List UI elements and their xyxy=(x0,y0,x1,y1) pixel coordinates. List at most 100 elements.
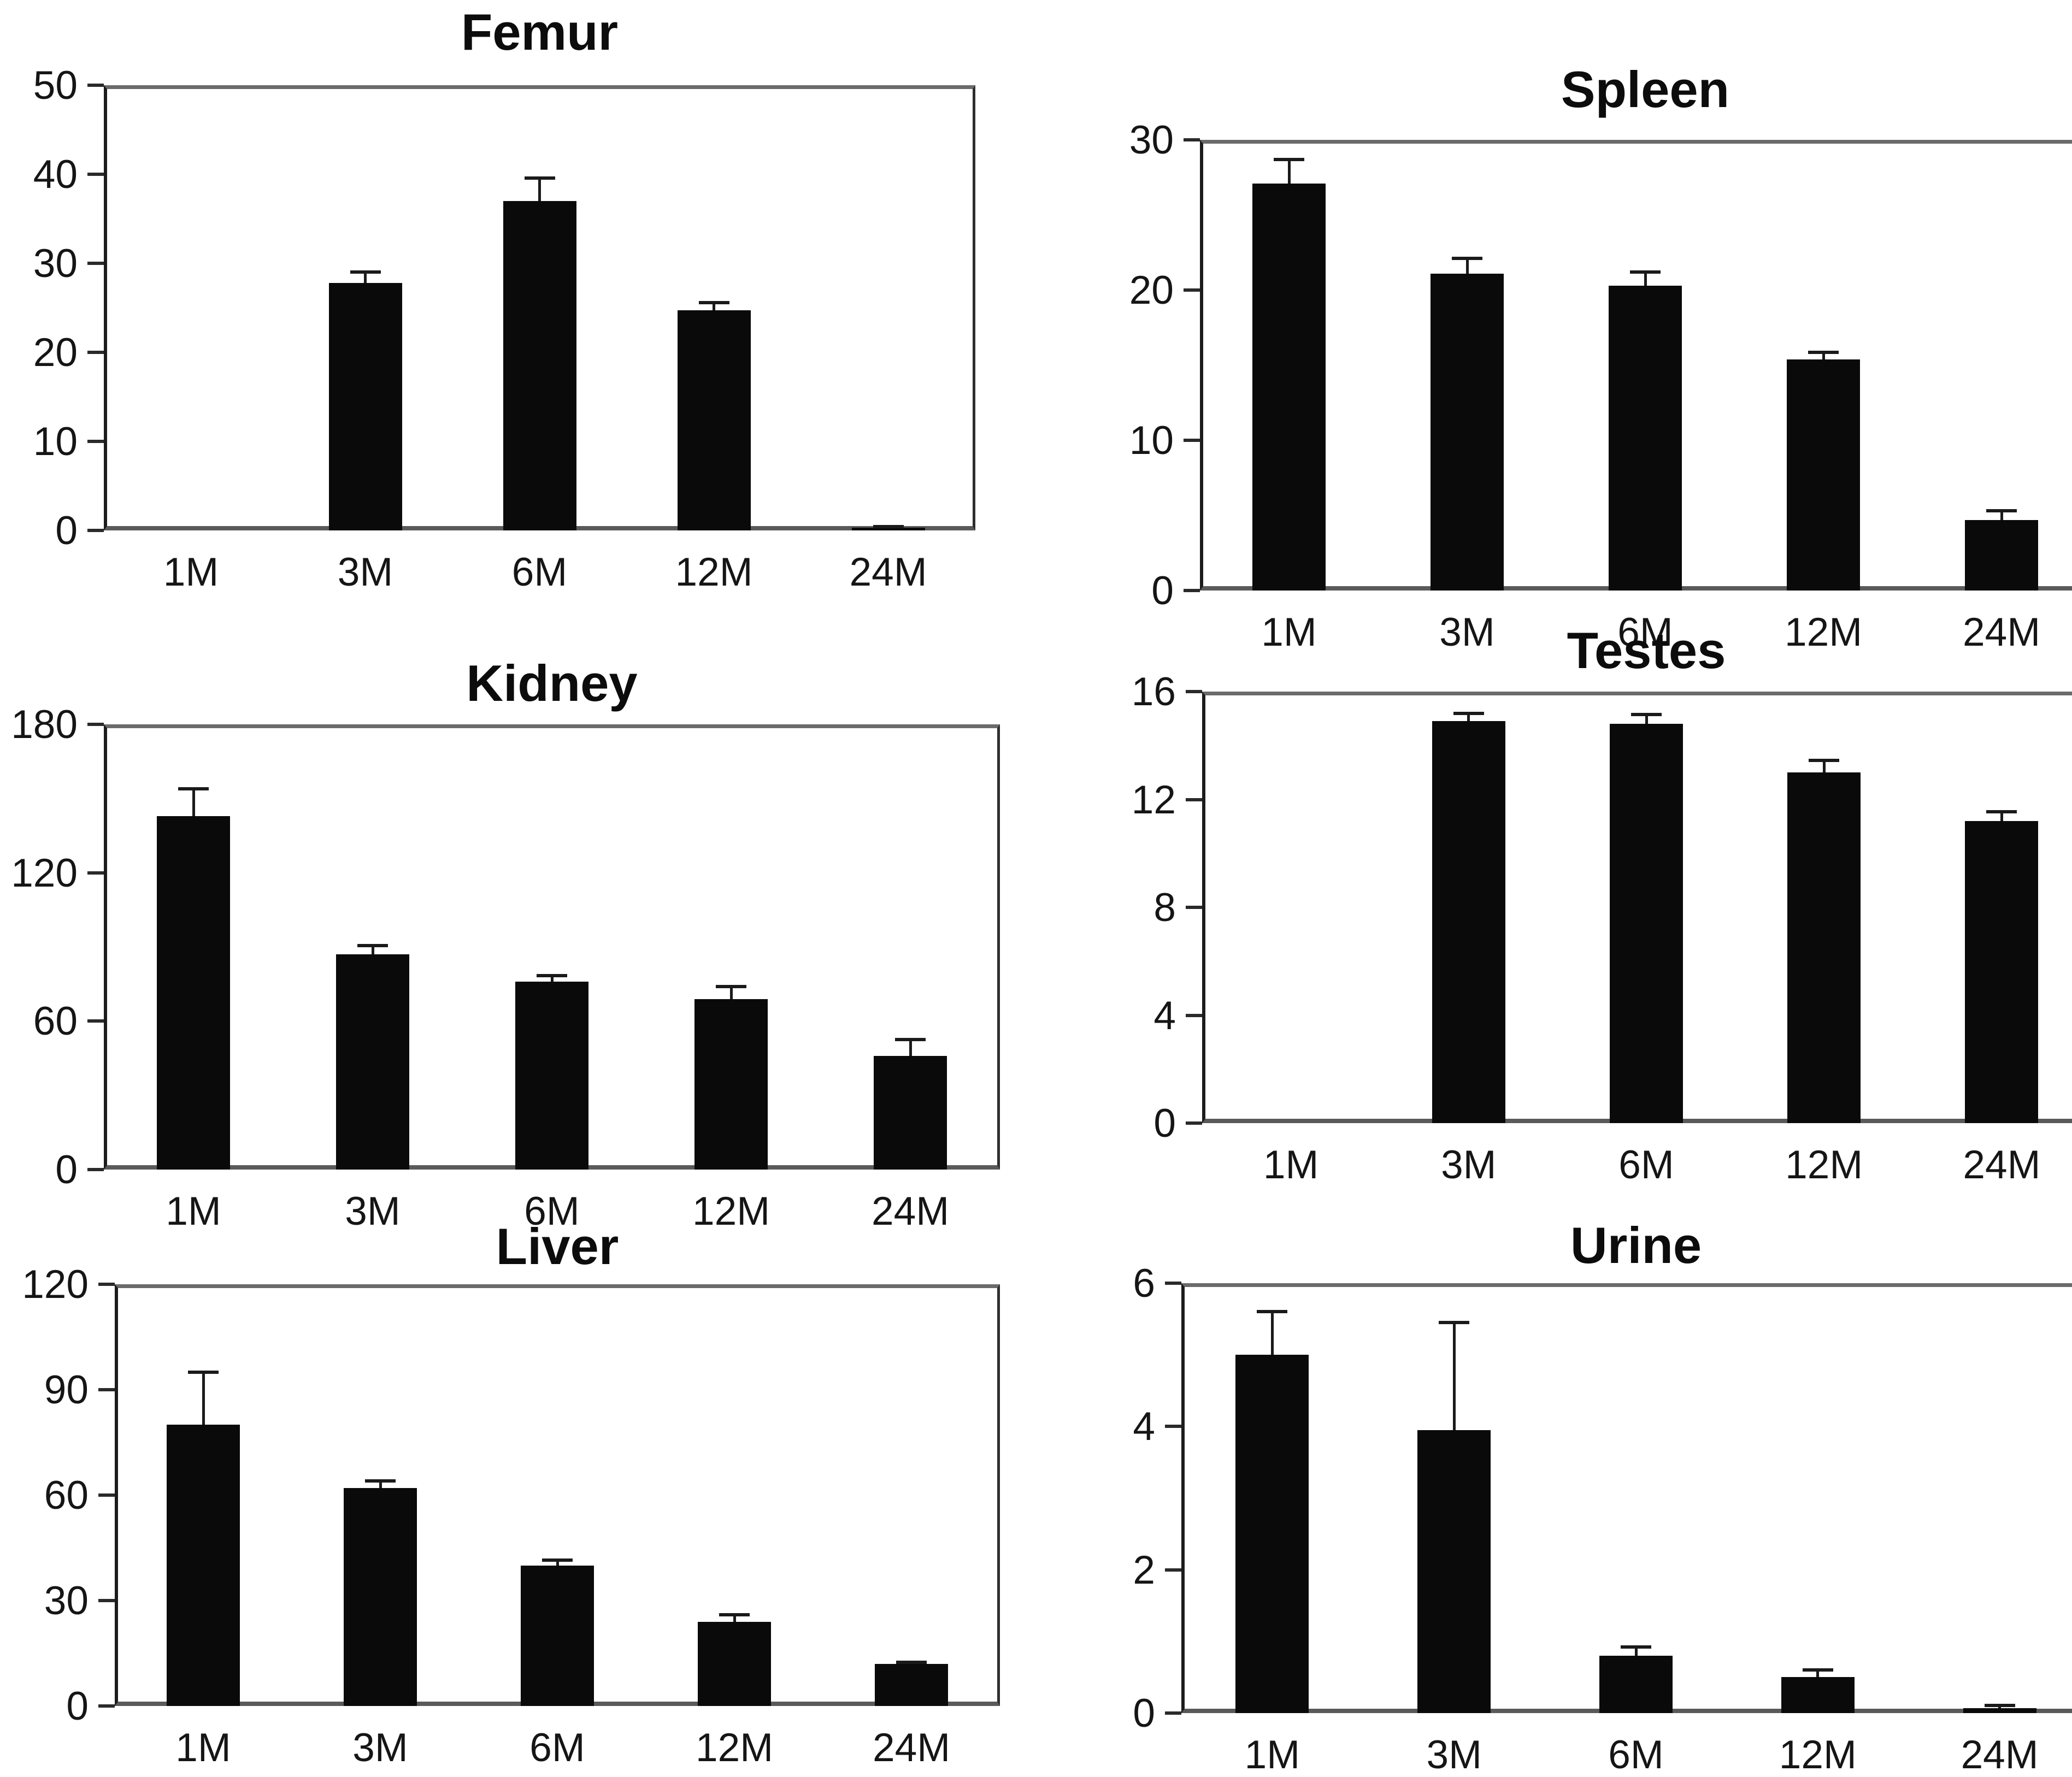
y-tick-label: 60 xyxy=(33,999,78,1044)
y-tick-label: 120 xyxy=(22,1262,89,1307)
y-tick-mark xyxy=(1184,138,1200,141)
y-tick-label: 30 xyxy=(44,1579,89,1623)
error-bar-line xyxy=(713,302,715,311)
x-category-label: 12M xyxy=(1785,1143,1863,1187)
x-category-label: 3M xyxy=(1439,610,1495,654)
error-bar-cap xyxy=(1257,1310,1288,1314)
x-category-label: 1M xyxy=(166,1189,221,1233)
error-bar-cap xyxy=(1631,712,1662,716)
x-category-label: 24M xyxy=(1963,1143,2041,1187)
x-category-label: 12M xyxy=(675,550,753,594)
y-tick-mark xyxy=(87,871,104,875)
error-bar-line xyxy=(733,1614,736,1622)
y-tick-mark xyxy=(87,84,104,87)
y-tick-label: 8 xyxy=(1153,885,1176,930)
error-bar-line xyxy=(1822,760,1826,773)
error-bar-cap xyxy=(1439,1321,1470,1325)
bar-12m xyxy=(1787,772,1861,1123)
x-category-label: 6M xyxy=(1618,1143,1674,1187)
y-tick-label: 12 xyxy=(1131,777,1176,822)
y-tick-mark xyxy=(1184,589,1200,592)
chart-title: Femur xyxy=(461,3,619,61)
y-tick-mark xyxy=(1186,1013,1202,1017)
bar-6m xyxy=(521,1565,594,1706)
y-tick-mark xyxy=(98,1283,115,1286)
bar-6m xyxy=(1599,1656,1673,1713)
plot-frame xyxy=(104,724,1000,1170)
y-tick-label: 0 xyxy=(55,1148,78,1192)
error-bar-line xyxy=(1465,258,1469,274)
y-tick-label: 30 xyxy=(33,241,78,286)
error-bar-cap xyxy=(1621,1645,1651,1649)
error-bar-cap xyxy=(895,1038,926,1042)
error-bar-line xyxy=(1998,1705,2002,1708)
y-tick-mark xyxy=(1165,1711,1181,1715)
chart-panel-testes: Testes 0 4 8 12 16 1M 3M 6M 12M 24M xyxy=(22,9,2072,1753)
y-tick-label: 0 xyxy=(55,509,78,553)
y-tick-mark xyxy=(87,723,104,726)
chart-panel-liver: Liver 0 30 60 90 120 1M 3M 6M 12M 24M xyxy=(22,9,2050,1768)
bar-6m xyxy=(1610,724,1683,1123)
error-bar-line xyxy=(1287,159,1291,184)
error-bar-line xyxy=(1816,1670,1820,1678)
error-bar-line xyxy=(379,1481,382,1489)
y-tick-mark xyxy=(1184,288,1200,292)
bar-24m xyxy=(1965,519,2038,591)
error-bar-cap xyxy=(365,1479,396,1483)
y-tick-label: 0 xyxy=(1151,569,1174,613)
x-category-label: 3M xyxy=(352,1726,408,1770)
error-bar-line xyxy=(1645,714,1648,724)
y-tick-mark xyxy=(1186,906,1202,909)
x-category-label: 3M xyxy=(1426,1733,1482,1777)
error-bar-line xyxy=(729,986,733,999)
y-tick-mark xyxy=(98,1704,115,1708)
error-bar-cap xyxy=(873,524,904,528)
y-tick-label: 40 xyxy=(33,152,78,197)
y-tick-mark xyxy=(1165,1425,1181,1428)
y-tick-mark xyxy=(87,1019,104,1023)
y-tick-label: 0 xyxy=(1153,1101,1176,1146)
error-bar-line xyxy=(1467,713,1470,722)
error-bar-cap xyxy=(1453,711,1484,715)
y-tick-mark xyxy=(87,1168,104,1171)
x-category-label: 1M xyxy=(1261,610,1317,654)
error-bar-line xyxy=(910,1662,913,1664)
chart-panel-spleen: Spleen 0 10 20 30 1M 3M 6M 12M 24M xyxy=(22,9,2072,1753)
chart-title: Urine xyxy=(1570,1217,1702,1274)
error-bar-cap xyxy=(1986,509,2017,513)
error-bar-cap xyxy=(188,1370,219,1374)
y-tick-label: 30 xyxy=(1129,118,1174,162)
y-tick-label: 20 xyxy=(33,330,78,375)
bar-1m xyxy=(1235,1355,1309,1713)
y-tick-mark xyxy=(1184,439,1200,442)
plot-frame xyxy=(115,1284,1000,1706)
error-bar-line xyxy=(887,526,890,528)
bar-3m xyxy=(344,1488,417,1706)
y-tick-mark xyxy=(87,262,104,265)
error-bar-cap xyxy=(178,787,209,790)
x-category-label: 24M xyxy=(872,1726,951,1770)
x-category-label: 12M xyxy=(1779,1733,1857,1777)
bar-24m xyxy=(875,1663,948,1706)
error-bar-line xyxy=(2000,511,2003,520)
error-bar-cap xyxy=(716,984,746,988)
error-bar-cap xyxy=(1808,351,1839,355)
error-bar-line xyxy=(371,946,374,955)
y-tick-mark xyxy=(87,529,104,532)
x-category-label: 12M xyxy=(1784,610,1863,654)
bar-12m xyxy=(698,1621,771,1706)
error-bar-cap xyxy=(1452,257,1482,261)
error-bar-line xyxy=(1634,1647,1638,1656)
error-bar-cap xyxy=(1986,810,2017,813)
x-category-label: 3M xyxy=(337,550,393,594)
error-bar-cap xyxy=(896,1660,927,1664)
x-category-label: 1M xyxy=(1244,1733,1300,1777)
plot-frame xyxy=(1200,140,2072,591)
y-tick-label: 120 xyxy=(11,851,78,895)
x-category-label: 6M xyxy=(511,550,568,594)
error-bar-cap xyxy=(1274,157,1304,161)
y-tick-mark xyxy=(98,1493,115,1497)
error-bar-line xyxy=(1452,1323,1456,1430)
bar-1m xyxy=(157,816,230,1170)
y-tick-label: 0 xyxy=(66,1684,89,1728)
